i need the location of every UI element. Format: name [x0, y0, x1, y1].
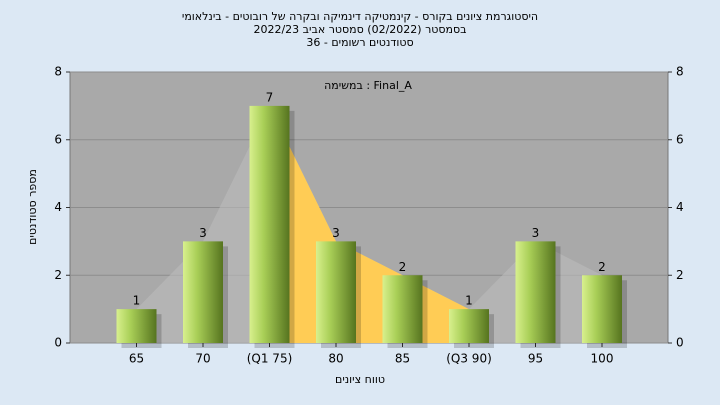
y-tick-label: 8: [54, 65, 62, 79]
x-axis-label: טווח ציונים: [335, 373, 385, 386]
chart-title: היסטוגרמת ציונים בקורס - קינמטיקה דינמיק…: [182, 10, 538, 23]
bar: [183, 241, 223, 343]
chart-subtitle: סטודנטים רשומים - 36: [306, 36, 413, 49]
x-tick-label: (Q1 75): [247, 352, 293, 366]
data-label: 3: [199, 226, 207, 240]
x-tick-label: 65: [129, 352, 144, 366]
x-tick-label: 100: [591, 352, 614, 366]
data-label: 1: [465, 294, 473, 308]
bar: [449, 309, 489, 343]
chart-subtitle: בסמסטר (02/2022) סמסטר אביב 2022/23: [253, 23, 466, 36]
y2-tick-label: 8: [676, 65, 684, 79]
data-label: 3: [332, 226, 340, 240]
y-tick-label: 6: [54, 132, 62, 146]
y2-tick-label: 2: [676, 268, 684, 282]
data-label: 2: [399, 260, 407, 274]
y-tick-label: 2: [54, 268, 62, 282]
bar: [515, 241, 556, 343]
bar: [116, 309, 157, 343]
y-tick-label: 0: [54, 336, 62, 350]
data-label: 1: [133, 294, 141, 308]
x-tick-label: 70: [195, 352, 210, 366]
x-tick-label: 80: [328, 352, 343, 366]
x-tick-label: 85: [395, 352, 410, 366]
data-label: 3: [532, 226, 540, 240]
y2-tick-label: 0: [676, 336, 684, 350]
bar: [249, 105, 290, 343]
x-tick-label: (Q3 90): [446, 352, 492, 366]
y2-tick-label: 4: [676, 200, 684, 214]
data-label: 7: [266, 90, 274, 104]
y-axis-label: מספר סטודנטים: [26, 169, 39, 245]
bar: [316, 241, 356, 343]
x-tick-label: 95: [528, 352, 543, 366]
bar: [582, 275, 622, 343]
bar: [382, 275, 423, 343]
annotation: במשימה : Final_A: [324, 79, 412, 92]
y2-tick-label: 6: [676, 132, 684, 146]
y-tick-label: 4: [54, 200, 62, 214]
data-label: 2: [598, 260, 606, 274]
